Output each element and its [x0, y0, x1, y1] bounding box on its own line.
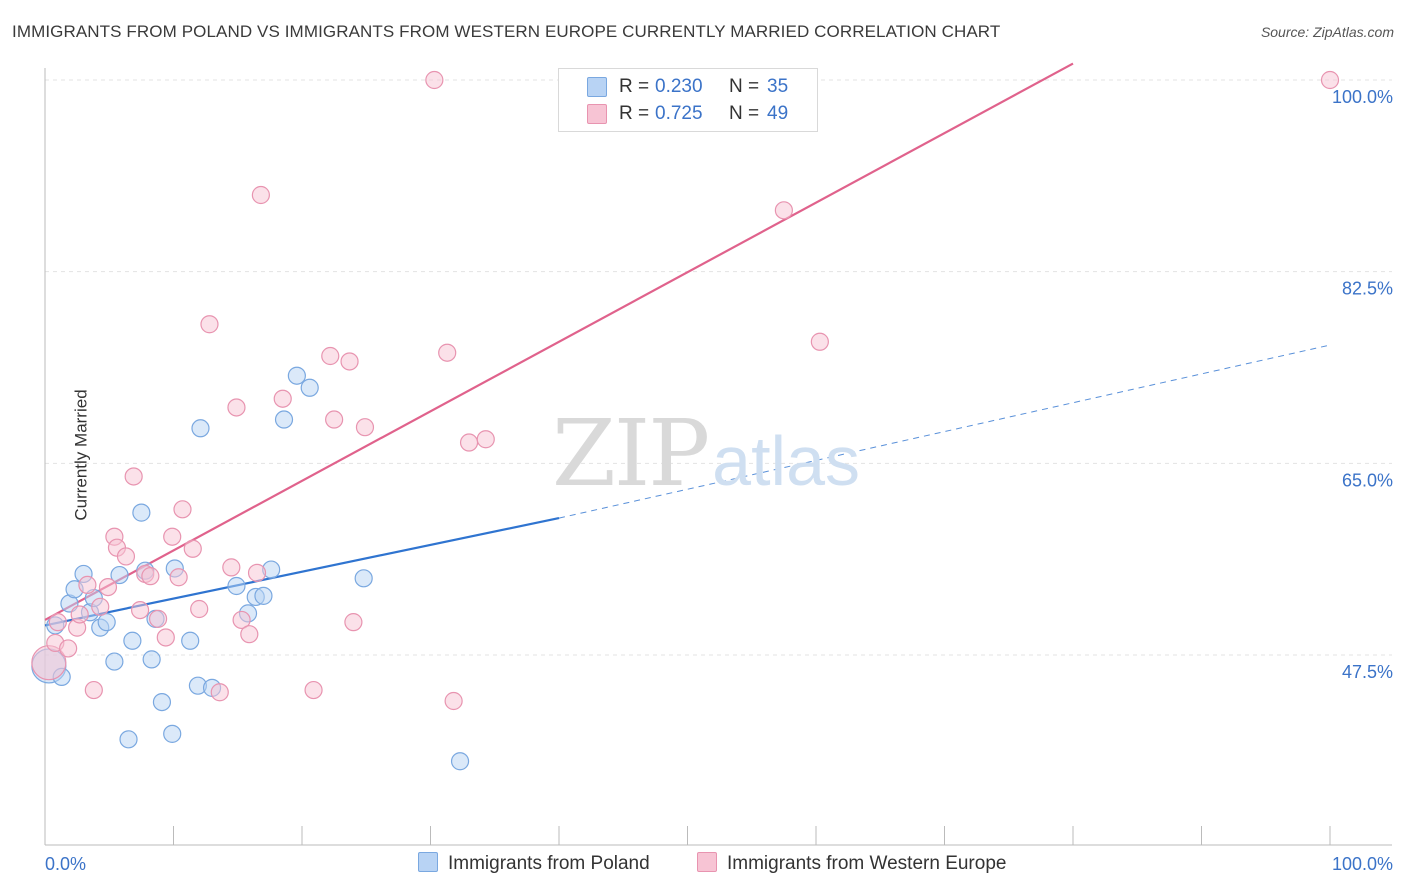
point-series2-19: [163, 527, 182, 546]
point-series2-3: [59, 639, 78, 658]
legend-series: Immigrants from Poland Immigrants from W…: [0, 852, 1406, 878]
legend-swatch-western-europe: [697, 852, 717, 872]
legend-stats: R = 0.230 N = 35 R = 0.725 N = 49: [558, 68, 818, 132]
point-series2-8: [91, 597, 110, 616]
point-series1-33: [354, 569, 373, 588]
legend-r-value: 0.725: [655, 103, 703, 124]
y-axis-label: Currently Married: [71, 389, 91, 521]
y-tick-labels: 47.5% 65.0% 82.5% 100.0%: [1332, 87, 1393, 682]
point-series2-14: [130, 600, 150, 620]
point-series2-7: [84, 680, 103, 700]
y-tick-label-0: 47.5%: [1342, 662, 1393, 682]
point-series2-18: [156, 628, 175, 647]
point-series2-28: [232, 610, 251, 630]
point-series1-9: [97, 613, 116, 632]
point-series1-25: [227, 576, 246, 596]
point-series2-36: [340, 352, 359, 371]
point-series2-45: [774, 201, 793, 220]
legend-n-label: N =: [729, 103, 760, 124]
point-series2-40: [438, 343, 457, 362]
point-series1-13: [123, 631, 142, 650]
point-series1-28: [254, 586, 273, 605]
grid-lines: [45, 79, 1392, 656]
point-series2-34: [321, 346, 340, 366]
y-tick-label-3: 100.0%: [1332, 87, 1393, 107]
point-series2-20: [169, 568, 188, 587]
point-series2-12: [116, 547, 136, 566]
point-series2-25: [210, 683, 229, 702]
point-series2-23: [190, 599, 209, 619]
point-series1-30: [274, 410, 294, 429]
point-series2-26: [222, 558, 241, 577]
point-series2-42: [459, 433, 479, 452]
trend-lines: [44, 62, 1331, 627]
point-series2-24: [200, 315, 219, 334]
legend-label-poland: Immigrants from Poland: [448, 853, 650, 874]
legend-item-poland: Immigrants from Poland: [418, 852, 650, 875]
point-series2-46: [810, 332, 829, 351]
point-series2-17: [148, 609, 168, 628]
point-series2-2: [48, 613, 67, 632]
point-series2-30: [247, 563, 267, 582]
legend-row-western-europe: R = 0.725 N = 49: [559, 101, 817, 127]
point-series2-41: [444, 691, 463, 711]
legend-r-label: R =: [619, 103, 650, 124]
point-series2-9: [98, 577, 118, 597]
point-series1-32: [300, 378, 319, 397]
point-series2-38: [355, 418, 375, 437]
point-series1-10: [105, 652, 124, 671]
legend-n-value: 35: [767, 76, 789, 97]
legend-label-western-europe: Immigrants from Western Europe: [727, 853, 1007, 874]
point-series1-18: [152, 692, 172, 712]
data-points: [31, 70, 1340, 771]
point-series2-37: [344, 613, 363, 632]
legend-swatch-poland: [587, 77, 607, 97]
source-label: Source: ZipAtlas.com: [1260, 24, 1394, 40]
point-series1-16: [142, 650, 161, 669]
legend-row-poland: R = 0.230 N = 35: [559, 74, 817, 100]
y-tick-label-1: 65.0%: [1342, 470, 1393, 490]
point-series2-31: [251, 185, 270, 205]
point-series2-5: [70, 605, 89, 624]
legend-r-label: R =: [619, 76, 650, 97]
point-series2-21: [173, 500, 192, 519]
point-series2-16: [141, 567, 160, 586]
point-series2-27: [227, 398, 246, 417]
point-series1-11: [110, 565, 129, 585]
point-series1-21: [181, 631, 200, 650]
point-series2-6: [78, 575, 97, 595]
point-series2-35: [325, 410, 344, 429]
point-series2-32: [273, 389, 292, 408]
point-series1-14: [132, 503, 151, 522]
legend-r-value: 0.230: [655, 76, 703, 97]
watermark-zip: ZIP: [552, 400, 710, 507]
point-series1-19: [163, 724, 182, 743]
point-series2-39: [425, 70, 444, 90]
legend-n-value: 49: [767, 103, 789, 124]
chart-title: IMMIGRANTS FROM POLAND VS IMMIGRANTS FRO…: [12, 22, 1001, 41]
x-tick-label-1: 100.0%: [1332, 854, 1393, 874]
legend-swatch-poland: [418, 852, 438, 872]
legend-item-western-europe: Immigrants from Western Europe: [697, 852, 1006, 875]
point-series2-22: [183, 539, 202, 558]
watermark: ZIPatlas: [552, 400, 860, 507]
y-tick-label-2: 82.5%: [1342, 279, 1393, 299]
x-tick-label-0: 0.0%: [45, 854, 86, 874]
point-series1-31: [287, 366, 306, 385]
point-series1-34: [450, 752, 470, 771]
point-series2-29: [240, 625, 259, 644]
axes: 0.0% 100.0%: [44, 68, 1393, 874]
trend-line-western-europe: [44, 62, 1074, 621]
point-series2-43: [476, 430, 495, 449]
point-series1-23: [191, 419, 210, 438]
point-series1-12: [119, 730, 138, 749]
legend-swatch-western-europe: [587, 104, 607, 124]
point-series2-33: [304, 680, 323, 700]
watermark-atlas: atlas: [712, 422, 861, 500]
point-series2-13: [124, 467, 143, 486]
legend-n-label: N =: [729, 76, 760, 97]
point-series2-47: [1320, 70, 1340, 90]
trend-line-poland: [44, 517, 560, 627]
